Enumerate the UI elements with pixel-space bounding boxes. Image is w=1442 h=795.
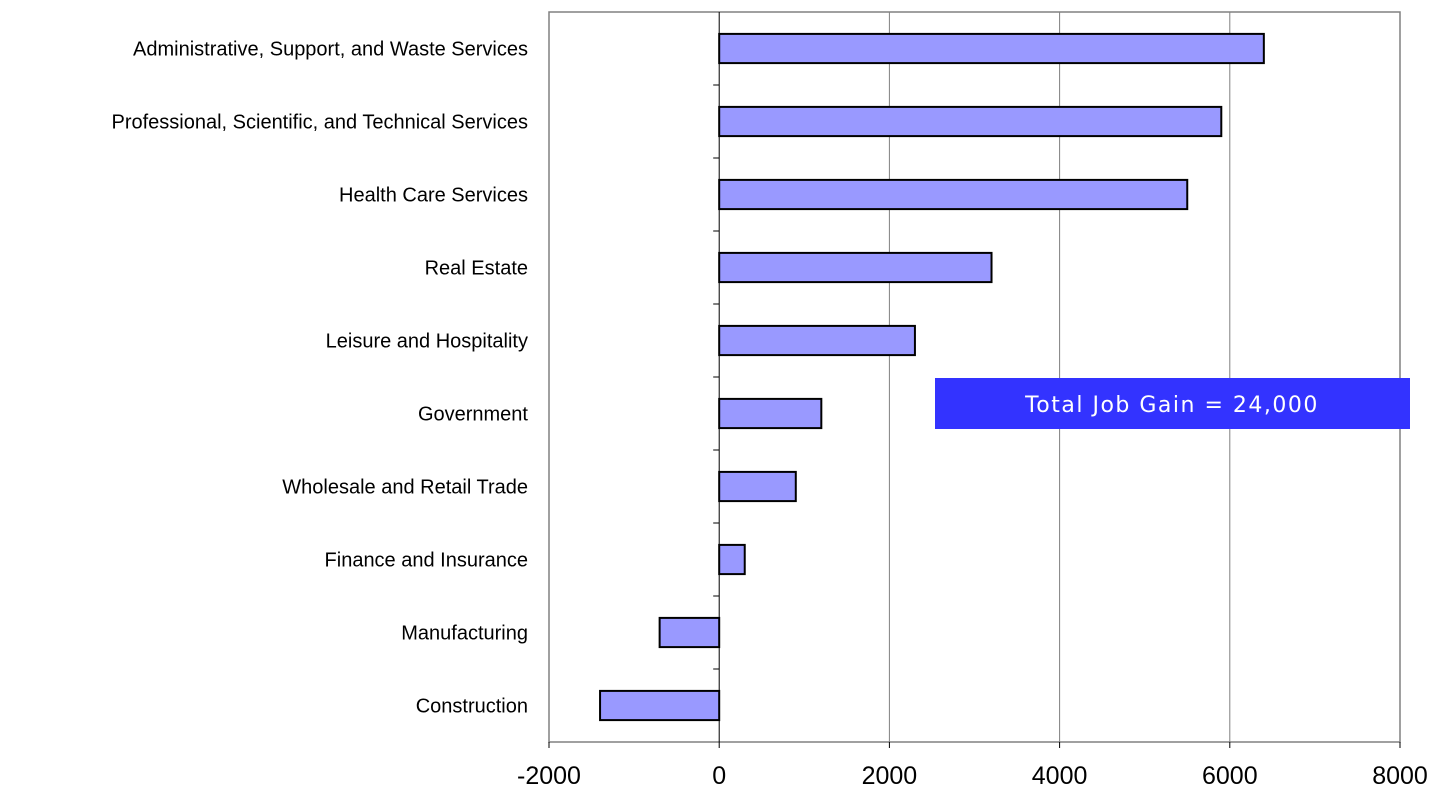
category-label: Government: [418, 404, 528, 426]
category-label: Finance and Insurance: [325, 550, 528, 572]
category-label: Wholesale and Retail Trade: [282, 477, 528, 499]
x-tick-label: 6000: [1202, 762, 1258, 790]
bar: [718, 543, 746, 576]
annotation-box: [935, 378, 1410, 429]
bar: [718, 397, 823, 430]
bar: [718, 105, 1223, 138]
bars: [599, 32, 1265, 722]
category-label: Leisure and Hospitality: [326, 331, 528, 353]
bar: [658, 616, 721, 649]
category-label: Professional, Scientific, and Technical …: [111, 112, 528, 134]
category-label: Manufacturing: [401, 623, 528, 645]
bar: [718, 251, 993, 284]
category-label: Construction: [416, 696, 528, 718]
x-tick-label: 0: [712, 762, 726, 790]
category-label: Health Care Services: [339, 185, 528, 207]
axes: [548, 11, 1401, 748]
x-tick-label: -2000: [517, 762, 581, 790]
bar: [599, 689, 721, 722]
plot-frame: [548, 11, 1401, 743]
x-tick-label: 8000: [1372, 762, 1428, 790]
category-labels: Administrative, Support, and Waste Servi…: [111, 39, 528, 718]
x-tick-labels: -2000 0 2000 4000 6000 8000: [517, 762, 1428, 790]
x-tick-label: 2000: [862, 762, 918, 790]
bar: [718, 178, 1189, 211]
bar: [718, 470, 797, 503]
category-label: Real Estate: [425, 258, 528, 280]
category-label: Administrative, Support, and Waste Servi…: [133, 39, 528, 61]
bar: [718, 324, 916, 357]
annotation-text: Total Job Gain = 24,000: [1024, 393, 1319, 418]
x-tick-label: 4000: [1032, 762, 1088, 790]
bar: [718, 32, 1265, 65]
total-job-gain-annotation: Total Job Gain = 24,000: [935, 378, 1410, 429]
